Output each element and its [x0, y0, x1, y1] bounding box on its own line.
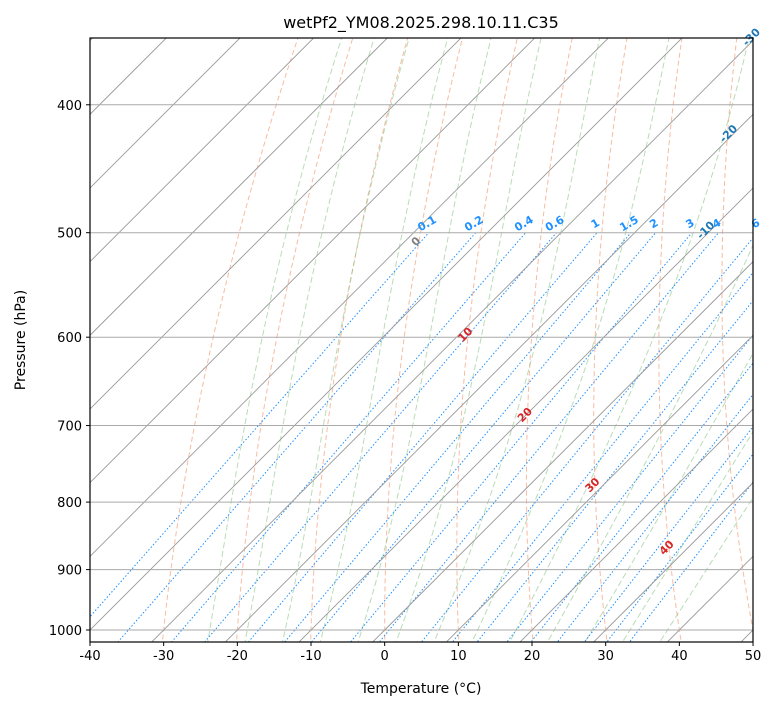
x-tick-label: -40: [79, 649, 100, 664]
mixing-ratio-line: [284, 232, 632, 642]
isotherm-label: -20: [717, 122, 740, 145]
y-axis-label: Pressure (hPa): [13, 290, 29, 390]
mixing-ratio-line: [530, 362, 753, 642]
isotherm-line: [90, 38, 167, 115]
isotherm-line: [740, 629, 753, 642]
isotherm-line: [90, 38, 609, 557]
isotherm-line: [90, 38, 462, 410]
mixing-ratio-line: [628, 481, 753, 642]
isotherm-line: [0, 0, 775, 663]
x-tick-label: -10: [300, 649, 321, 664]
x-tick-label: -20: [227, 649, 248, 664]
x-tick-label: 40: [671, 649, 688, 664]
x-tick-label: 30: [597, 649, 614, 664]
dry-adiabat-line: [310, 38, 409, 642]
mixing-ratio-line: [451, 271, 753, 642]
moist-adiabat-line: [584, 352, 753, 642]
isotherm-line: [224, 113, 753, 642]
y-tick-label: 700: [57, 420, 82, 435]
plot-frame: [89, 37, 754, 643]
isotherm-label: -30: [740, 25, 763, 48]
background-lines: [90, 38, 753, 642]
isotherm-line: [90, 38, 683, 631]
dry-adiabat-label: 0: [409, 234, 424, 249]
mixing-ratio-label: 0.4: [512, 213, 536, 234]
isotherm-line: [90, 38, 315, 263]
mixing-ratio-line: [378, 232, 719, 642]
y-tick-label: 600: [57, 331, 82, 346]
mixing-ratio-label: 1.5: [617, 213, 640, 234]
x-tick-label: 10: [450, 649, 467, 664]
moist-adiabat-line: [621, 430, 753, 642]
isotherm-line: [90, 38, 241, 189]
axes-ticks: -40 -30 -20 -10 0 10 20 30 40 5010009008007006005…: [49, 99, 762, 664]
y-tick-label: 1000: [49, 624, 82, 639]
isotherm-line: [519, 408, 753, 642]
isotherm-line: [90, 38, 388, 336]
mixing-ratio-line: [310, 232, 657, 642]
dry-adiabat-line: [236, 38, 354, 642]
mixing-ratio-label: 0.2: [462, 213, 485, 234]
moist-adiabat-line: [357, 38, 492, 642]
moist-adiabat-line: [319, 38, 449, 642]
isotherm-line: [90, 38, 94, 42]
isotherm-line: [445, 334, 753, 642]
moist-adiabat-line: [395, 38, 542, 642]
mixing-ratio-label: 0.1: [415, 213, 438, 234]
dry-adiabat-line: [456, 38, 518, 642]
mixing-ratio-line: [606, 453, 753, 642]
mixing-ratio-line: [170, 232, 527, 642]
moist-adiabat-line: [509, 38, 750, 642]
dry-adiabat-line: [525, 38, 573, 642]
mixing-ratio-line: [349, 232, 693, 642]
x-tick-label: 50: [745, 649, 762, 664]
mixing-ratio-line: [476, 299, 753, 642]
mixing-ratio-line: [583, 426, 753, 642]
x-tick-label: 0: [381, 649, 389, 664]
pressure-gridlines: [0, 0, 775, 663]
dry-adiabat-line: [384, 38, 464, 642]
x-tick-label: -30: [153, 649, 174, 664]
mixing-ratio-line: [556, 393, 753, 642]
x-axis-label: Temperature (°C): [360, 681, 482, 697]
y-tick-label: 400: [57, 99, 82, 114]
dry-adiabat-label: 10: [455, 324, 475, 344]
y-tick-label: 500: [57, 227, 82, 242]
dry-adiabat-line: [593, 38, 628, 642]
isotherm-line: [90, 38, 536, 484]
y-tick-label: 900: [57, 564, 82, 579]
mixing-ratio-line: [90, 232, 430, 618]
mixing-ratio-line: [506, 334, 753, 642]
mixing-ratio-label: 6: [749, 216, 762, 231]
dry-adiabat-line: [658, 38, 683, 642]
y-tick-label: 800: [57, 496, 82, 511]
chart-title: wetPf2_YM08.2025.298.10.11.C35: [283, 13, 559, 33]
isotherm-line: [151, 40, 753, 642]
moist-adiabat-line: [659, 496, 753, 642]
line-labels: -100-90-80-70-60-50-40-30-20-100.10.20.4…: [409, 25, 764, 557]
mixing-ratio-label: 2: [647, 216, 660, 231]
isotherm-line: [593, 482, 753, 642]
dry-adiabat-line: [721, 38, 753, 633]
isotherm-line: [298, 187, 753, 642]
isotherm-line: [372, 261, 753, 642]
mixing-ratio-line: [204, 232, 557, 642]
mixing-ratio-label: 1: [589, 216, 602, 231]
moist-adiabat-line: [546, 243, 753, 642]
moist-adiabat-line: [433, 38, 601, 642]
x-tick-label: 20: [524, 649, 541, 664]
